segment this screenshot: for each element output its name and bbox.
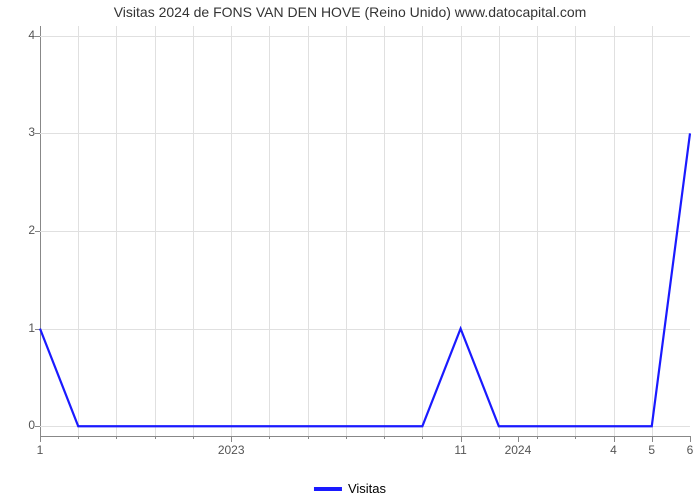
chart-container: Visitas 2024 de FONS VAN DEN HOVE (Reino… (0, 0, 700, 500)
series-line (0, 0, 700, 500)
